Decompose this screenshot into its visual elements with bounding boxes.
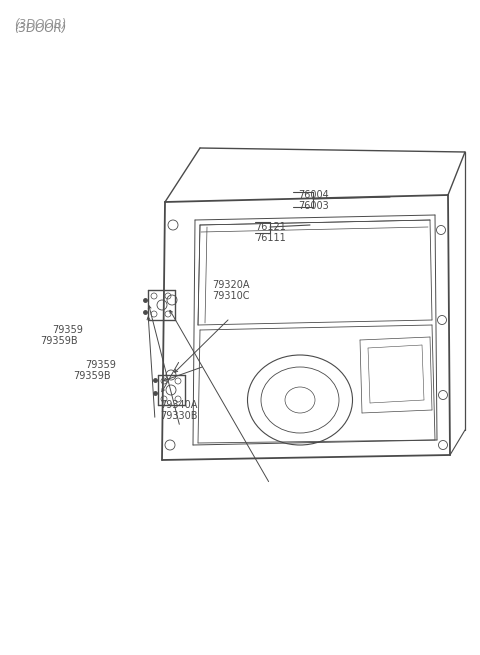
Text: 76121: 76121 — [255, 222, 286, 232]
Text: 79330B: 79330B — [160, 411, 197, 421]
Text: 79359B: 79359B — [40, 336, 78, 346]
Text: 76004: 76004 — [298, 190, 329, 200]
Text: 76003: 76003 — [298, 201, 329, 211]
Text: 79359: 79359 — [85, 360, 116, 370]
Text: 79320A: 79320A — [212, 280, 250, 290]
Text: (3DOOR): (3DOOR) — [14, 22, 66, 35]
Text: (3DOOR): (3DOOR) — [14, 18, 66, 31]
Text: 79359B: 79359B — [73, 371, 110, 381]
Text: 79310C: 79310C — [212, 291, 250, 301]
Text: 79359: 79359 — [52, 325, 83, 335]
Text: 79340A: 79340A — [160, 400, 197, 410]
Text: 76111: 76111 — [255, 233, 286, 243]
